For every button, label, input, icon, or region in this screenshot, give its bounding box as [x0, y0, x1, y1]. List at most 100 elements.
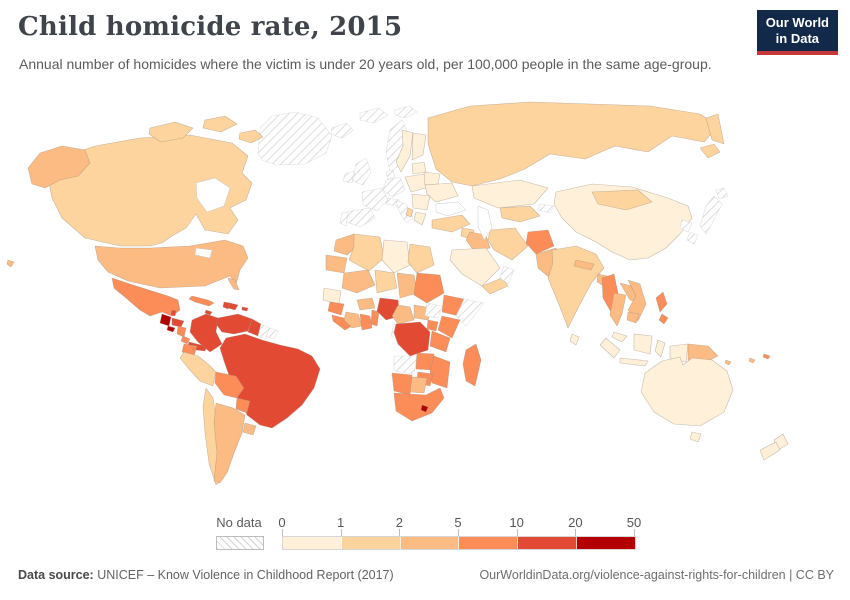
country-vanuatu[interactable]: [762, 353, 771, 360]
country-yemen[interactable]: [481, 277, 509, 295]
country-philippines-luzon[interactable]: [655, 291, 668, 313]
country-benin[interactable]: [370, 309, 380, 327]
country-turkey[interactable]: [431, 214, 471, 233]
country-indonesia-java[interactable]: [619, 357, 649, 367]
country-ukraine[interactable]: [424, 182, 459, 203]
country-belize[interactable]: [170, 309, 177, 317]
country-iran[interactable]: [487, 227, 529, 261]
country-greenland[interactable]: [257, 111, 333, 166]
country-denmark[interactable]: [385, 169, 396, 180]
country-ivory-coast[interactable]: [343, 311, 363, 329]
country-botswana[interactable]: [409, 376, 428, 394]
owid-logo[interactable]: Our World in Data: [756, 10, 838, 55]
country-uzbekistan[interactable]: [499, 205, 541, 223]
country-australia[interactable]: [640, 356, 734, 427]
country-kyrgyzstan[interactable]: [537, 203, 555, 214]
country-canada-arctic2[interactable]: [202, 115, 238, 133]
country-china[interactable]: [553, 183, 693, 261]
country-sri-lanka[interactable]: [569, 333, 580, 346]
country-algeria[interactable]: [348, 233, 385, 272]
country-north-korea[interactable]: [679, 219, 693, 233]
country-usa-hawaii[interactable]: [6, 259, 15, 268]
country-spain[interactable]: [343, 207, 376, 228]
country-mali[interactable]: [341, 269, 376, 294]
country-kazakhstan[interactable]: [471, 179, 549, 209]
country-south-sudan[interactable]: [424, 302, 443, 319]
country-united-kingdom[interactable]: [352, 157, 372, 186]
country-france[interactable]: [361, 187, 389, 212]
country-mauritania[interactable]: [325, 254, 348, 274]
country-french-guiana[interactable]: [265, 327, 279, 340]
country-south-africa[interactable]: [393, 387, 445, 422]
country-uruguay[interactable]: [242, 422, 257, 436]
country-svalbard-east[interactable]: [394, 105, 418, 119]
country-sierra-leone[interactable]: [331, 314, 353, 331]
country-cuba[interactable]: [188, 295, 215, 307]
country-fiji[interactable]: [748, 357, 756, 364]
country-south-korea[interactable]: [686, 231, 699, 245]
country-philippines-mindanao[interactable]: [658, 313, 669, 325]
country-iceland[interactable]: [330, 122, 354, 139]
country-lesotho[interactable]: [420, 404, 429, 413]
country-svalbard[interactable]: [359, 107, 389, 124]
country-kenya[interactable]: [437, 315, 461, 339]
country-cambodia[interactable]: [626, 311, 640, 324]
country-usa-florida[interactable]: [227, 277, 240, 291]
country-peru[interactable]: [179, 351, 217, 387]
country-canada-arctic3[interactable]: [238, 129, 264, 144]
legend-bin-10-20[interactable]: [518, 537, 578, 549]
country-russia[interactable]: [427, 101, 719, 187]
country-libya[interactable]: [381, 239, 411, 274]
country-greece[interactable]: [413, 211, 427, 226]
country-russia-kamchatka[interactable]: [705, 113, 725, 145]
country-burkina-faso[interactable]: [356, 297, 376, 311]
country-dominican-republic[interactable]: [227, 302, 239, 311]
country-indonesia-sumatra[interactable]: [599, 337, 621, 359]
country-mozambique[interactable]: [429, 355, 451, 389]
country-solomon-islands[interactable]: [724, 359, 732, 366]
country-uganda[interactable]: [426, 319, 439, 332]
country-tanzania[interactable]: [429, 330, 451, 353]
legend-no-data-swatch[interactable]: [216, 536, 264, 550]
country-senegal[interactable]: [322, 287, 342, 305]
country-namibia[interactable]: [391, 372, 413, 396]
footer-link[interactable]: OurWorldinData.org/violence-against-righ…: [479, 568, 834, 582]
legend-bin-20-50[interactable]: [577, 537, 635, 549]
legend-bin-5-10[interactable]: [459, 537, 519, 549]
country-colombia[interactable]: [189, 313, 223, 353]
country-cameroon[interactable]: [391, 304, 415, 325]
country-jamaica[interactable]: [204, 309, 213, 316]
world-map[interactable]: [0, 88, 850, 512]
country-mexico[interactable]: [111, 277, 181, 317]
country-costa-rica[interactable]: [180, 335, 191, 345]
country-japan[interactable]: [699, 195, 723, 235]
country-australia-tasmania[interactable]: [689, 431, 702, 443]
country-egypt[interactable]: [407, 243, 435, 274]
country-indonesia-borneo[interactable]: [633, 333, 653, 355]
country-ghana[interactable]: [359, 313, 373, 331]
country-honduras[interactable]: [171, 317, 185, 328]
country-malaysia[interactable]: [611, 331, 628, 343]
country-nepal[interactable]: [573, 259, 595, 271]
country-germany[interactable]: [382, 176, 406, 198]
country-saudi-arabia[interactable]: [449, 247, 501, 287]
country-japan-hokkaido[interactable]: [715, 187, 729, 200]
country-venezuela[interactable]: [215, 313, 253, 335]
country-indonesia-papua[interactable]: [669, 343, 689, 363]
country-puerto-rico[interactable]: [241, 306, 249, 312]
country-romania[interactable]: [411, 193, 431, 211]
country-indonesia-sulawesi[interactable]: [654, 339, 666, 358]
country-guatemala[interactable]: [159, 313, 172, 327]
country-finland[interactable]: [411, 132, 427, 161]
country-ireland[interactable]: [342, 170, 355, 184]
country-somalia[interactable]: [455, 298, 485, 327]
country-belarus[interactable]: [423, 171, 441, 186]
legend-bin-2-5[interactable]: [400, 537, 460, 549]
country-russia-fareast[interactable]: [699, 143, 721, 159]
legend-bin-0-1[interactable]: [283, 537, 342, 549]
country-angola[interactable]: [393, 355, 418, 375]
country-usa-alaska[interactable]: [27, 145, 91, 189]
country-niger[interactable]: [374, 269, 398, 294]
country-madagascar[interactable]: [462, 343, 482, 387]
country-vietnam[interactable]: [627, 279, 647, 322]
